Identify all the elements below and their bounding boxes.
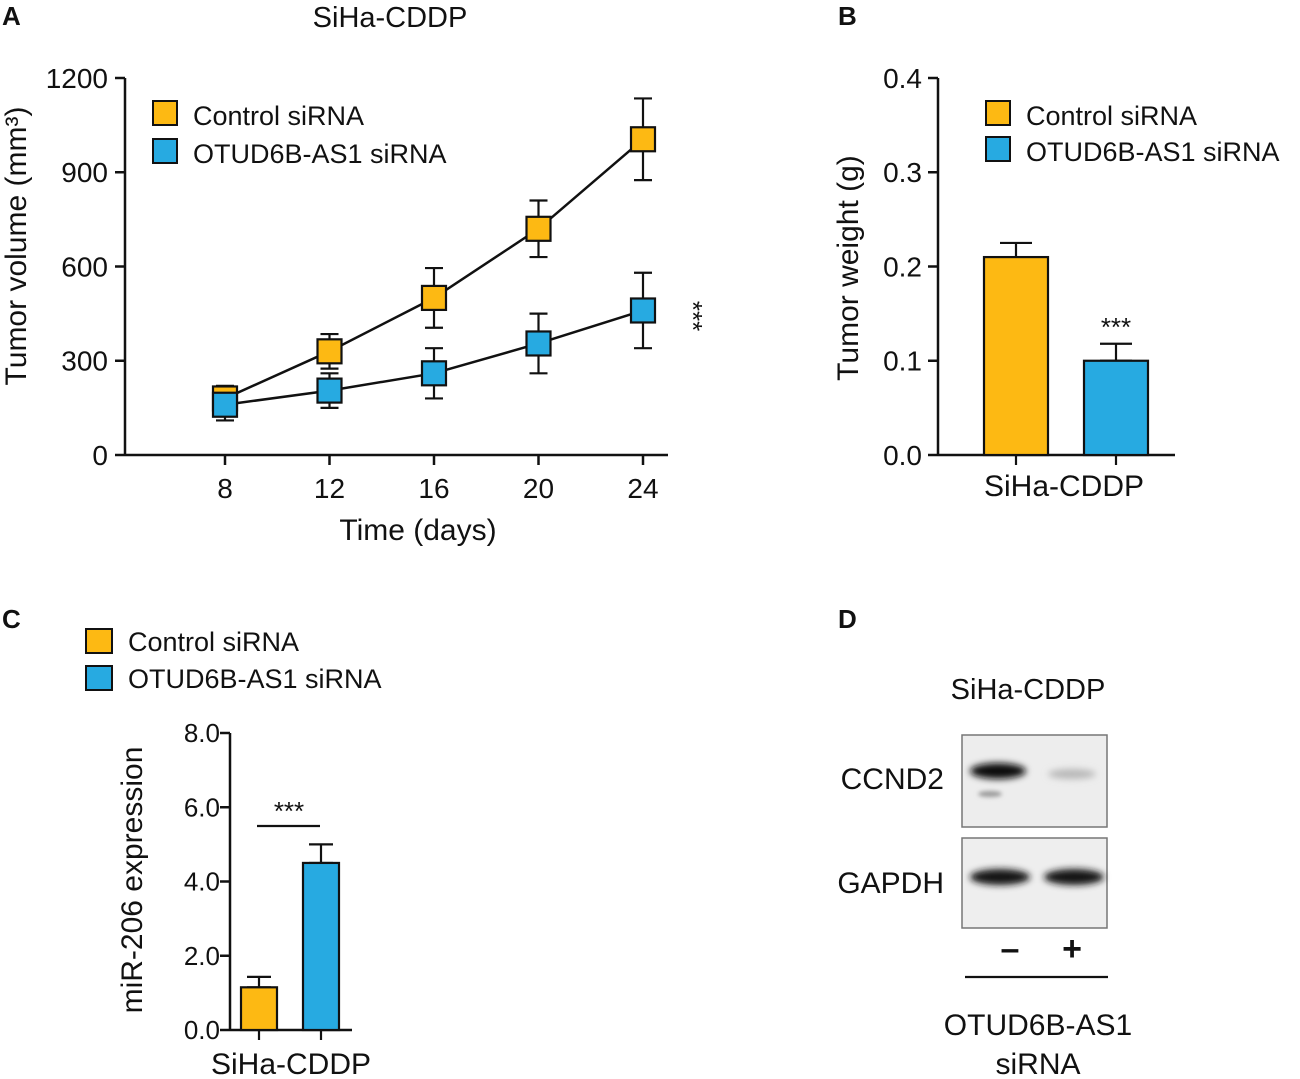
y-tick-label: 0.3 <box>883 157 922 188</box>
data-point-control <box>420 284 448 312</box>
y-tick-label: 0.0 <box>184 1015 220 1045</box>
legend-swatch-control <box>152 100 178 126</box>
legend-swatch-otud <box>152 138 178 164</box>
legend-label-control: Control siRNA <box>128 627 299 657</box>
panel-label-b: B <box>838 1 857 31</box>
y-tick-label: 0 <box>92 440 108 471</box>
panel-a-legend: Control siRNA OTUD6B-AS1 siRNA <box>152 100 447 169</box>
panel-c-legend: Control siRNA OTUD6B-AS1 siRNA <box>85 627 382 694</box>
legend-swatch-otud <box>985 136 1011 162</box>
y-tick-label: 8.0 <box>184 718 220 748</box>
panel-d-western-blot: SiHa-CDDP CCND2 GAPDH – + OTUD6B-AS1 siR… <box>837 674 1132 1079</box>
y-tick-label: 0.0 <box>883 440 922 471</box>
bar-otud <box>301 861 341 1032</box>
y-tick-label: 0.2 <box>883 251 922 282</box>
panel-label-c: C <box>2 604 21 634</box>
panel-a-line-chart: SiHa-CDDP 0 300 600 900 1200 8 12 16 20 24 Time … <box>0 2 708 547</box>
y-tick-label: 0.4 <box>883 63 922 94</box>
panel-a-y-label: Tumor volume (mm³) <box>0 107 33 386</box>
legend-swatch-control <box>985 100 1011 126</box>
panel-label-d: D <box>838 604 857 634</box>
legend-label-otud: OTUD6B-AS1 siRNA <box>1026 137 1280 167</box>
bar-control <box>982 255 1050 457</box>
panel-c-x-label: SiHa-CDDP <box>211 1048 371 1079</box>
panel-b-x-label: SiHa-CDDP <box>984 470 1144 503</box>
panel-b-significance: *** <box>1101 312 1131 342</box>
blot-treatment-label-1: OTUD6B-AS1 <box>944 1009 1132 1042</box>
blot-treatment-label-2: siRNA <box>995 1048 1080 1079</box>
panel-b-y-label: Tumor weight (g) <box>832 155 865 381</box>
y-tick-label: 2.0 <box>184 941 220 971</box>
band-gapdh-lane2 <box>1044 869 1104 885</box>
blot-title: SiHa-CDDP <box>951 674 1106 706</box>
y-tick-label: 4.0 <box>184 867 220 897</box>
data-point-control <box>316 338 343 365</box>
blot-membrane-gapdh <box>961 837 1108 929</box>
x-tick-label: 16 <box>418 473 449 504</box>
band-ccnd2-lane1 <box>970 763 1026 779</box>
data-point-control <box>525 215 552 242</box>
bar-otud <box>1082 359 1150 457</box>
data-point-otud <box>525 330 552 357</box>
panel-c-bar-chart: 0.0 2.0 4.0 6.0 8.0 SiHa-CDDP miR-206 expres… <box>85 627 382 1079</box>
x-tick-label: 20 <box>523 473 554 504</box>
data-point-control <box>629 126 657 153</box>
panel-b-legend: Control siRNA OTUD6B-AS1 siRNA <box>985 100 1280 167</box>
y-tick-label: 900 <box>61 157 108 188</box>
y-tick-label: 300 <box>61 346 108 377</box>
data-point-otud <box>629 297 657 324</box>
y-tick-label: 0.1 <box>883 346 922 377</box>
panel-c-y-label: miR-206 expression <box>116 747 149 1014</box>
data-point-otud <box>420 360 448 387</box>
legend-label-otud: OTUD6B-AS1 siRNA <box>193 139 447 169</box>
data-point-otud <box>316 377 343 404</box>
x-tick-label: 12 <box>314 473 345 504</box>
panel-a-x-label: Time (days) <box>339 514 496 547</box>
band-gapdh-lane1 <box>970 869 1030 885</box>
panel-label-a: A <box>2 1 21 31</box>
x-tick-label: 24 <box>627 473 658 504</box>
panel-b-bar-chart: 0.0 0.1 0.2 0.3 0.4 SiHa-CDDP Tumor weight (… <box>832 63 1280 503</box>
legend-label-control: Control siRNA <box>1026 101 1197 131</box>
y-tick-label: 600 <box>61 251 108 282</box>
bar-control <box>239 986 279 1032</box>
panel-a-title: SiHa-CDDP <box>313 2 468 34</box>
y-tick-label: 1200 <box>46 63 108 94</box>
lane-label-plus: + <box>1062 930 1082 968</box>
legend-swatch-control <box>85 628 113 654</box>
panel-c-significance: *** <box>274 796 304 826</box>
band-ccnd2-lane2 <box>1048 769 1096 779</box>
band-ccnd2-lane1-faint <box>978 791 1002 797</box>
data-point-otud <box>211 391 239 418</box>
lane-label-minus: – <box>1001 930 1020 968</box>
blot-row-label-ccnd2: CCND2 <box>841 763 944 796</box>
blot-row-label-gapdh: GAPDH <box>837 867 944 900</box>
blot-membrane-ccnd2 <box>961 734 1108 828</box>
y-tick-label: 6.0 <box>184 792 220 822</box>
x-tick-label: 8 <box>217 473 233 504</box>
legend-label-otud: OTUD6B-AS1 siRNA <box>128 664 382 694</box>
legend-swatch-otud <box>85 665 113 691</box>
panel-a-significance: *** <box>678 301 708 331</box>
legend-label-control: Control siRNA <box>193 101 364 131</box>
